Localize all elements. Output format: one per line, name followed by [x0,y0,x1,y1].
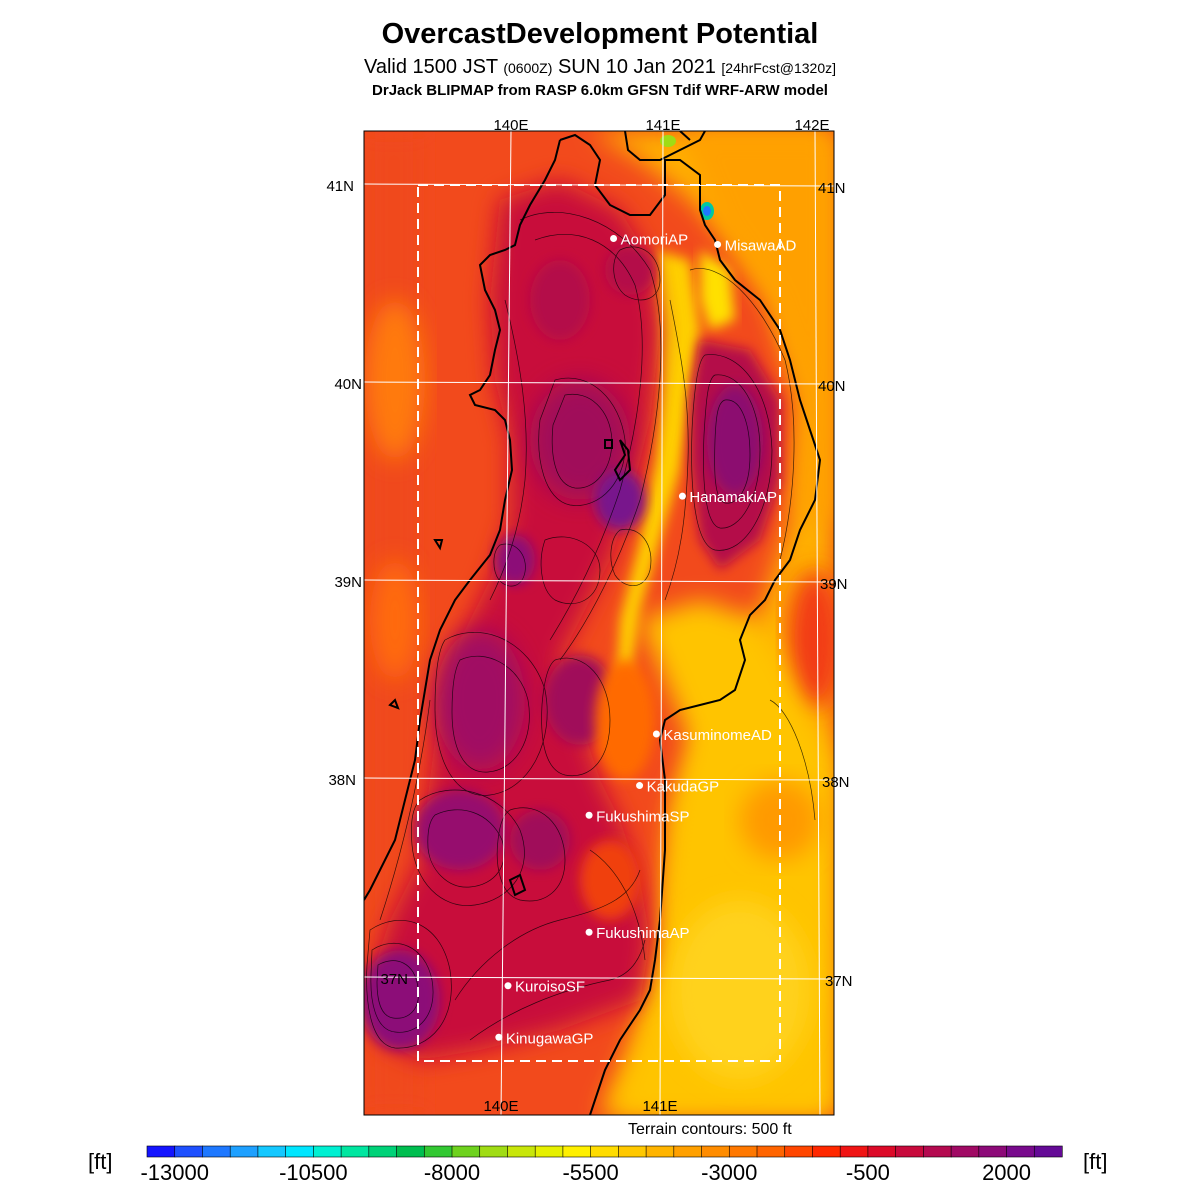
lat-label-right-40n: 40N [818,378,846,395]
station-label: FukushimaAP [596,925,689,942]
station-marker [495,1033,503,1041]
station-label: KinugawaGP [506,1030,594,1047]
colorbar-swatch [396,1145,425,1158]
colorbar-swatch [756,1145,786,1158]
colorbar-swatch [174,1145,204,1158]
colorbar-tick-label: -500 [846,1160,890,1185]
map-field: AomoriAP MisawaAD HanamakiAP KasuminomeAD Ka… [364,131,834,1115]
colorbar-swatch [1033,1145,1063,1158]
colorbar-swatch [534,1145,564,1158]
colorbar-swatch [978,1145,1008,1158]
colorbar-swatch [923,1145,952,1158]
colorbar-swatch [285,1145,314,1158]
colorbar-swatch [146,1145,176,1158]
colorbar-unit-right: [ft] [1083,1149,1108,1174]
lat-label-right-41n: 41N [818,180,846,197]
map-title: OvercastDevelopment Potential [381,18,819,50]
terrain-contour-note: Terrain contours: 500 ft [628,1121,792,1138]
lat-label-right-37n: 37N [825,973,853,990]
colorbar-tick-label: -10500 [279,1160,348,1185]
colorbar-swatch [784,1145,814,1158]
colorbar-swatch [673,1145,703,1158]
colorbar-tick-label: 2000 [982,1160,1031,1185]
colorbar-tick-label: -13000 [140,1160,209,1185]
lon-label-bottom-140e: 140E [483,1098,518,1115]
station-label: KakudaGP [647,779,720,796]
colorbar-swatch [479,1145,509,1158]
colorbar-swatch [950,1145,980,1158]
colorbar-swatch [701,1145,730,1158]
colorbar-swatch [618,1145,647,1158]
colorbar-swatch [895,1145,924,1158]
colorbar [146,1145,1063,1158]
colorbar-swatch [368,1145,398,1158]
colorbar-tick-label: -5500 [562,1160,618,1185]
inner-domain-box [417,184,781,1062]
lat-label-right-38n: 38N [822,774,850,791]
colorbar-swatch [257,1145,287,1158]
model-description: DrJack BLIPMAP from RASP 6.0km GFSN Tdif… [372,82,828,99]
station-marker [652,730,660,738]
station-marker [585,928,593,936]
colorbar-unit-left: [ft] [88,1149,113,1174]
colorbar-swatch [590,1145,619,1158]
valid-date: SUN 10 Jan 2021 [557,56,716,78]
colorbar-tick-label: -8000 [424,1160,480,1185]
colorbar-swatch [202,1145,231,1158]
lon-label-top-141e: 141E [645,117,680,134]
colorbar-swatch [423,1145,453,1158]
station-marker [636,782,644,790]
coastline [364,131,822,1115]
colorbar-swatch [340,1145,370,1158]
colorbar-swatch [645,1145,675,1158]
valid-prefix: Valid 1500 JST [363,56,498,78]
colorbar-swatch [313,1145,342,1158]
lat-label-left-38n: 38N [328,772,356,789]
station-label: HanamakiAP [689,489,777,506]
lat-label-left-39n: 39N [334,574,362,591]
colorbar-swatch [451,1145,481,1158]
lat-label-left-40n: 40N [334,376,362,393]
map-frame [363,130,835,1116]
lat-label-left-41n: 41N [326,178,354,195]
station-marker [610,235,618,243]
colorbar-swatch [812,1145,841,1158]
utc-time: (0600Z) [503,60,553,76]
colorbar-swatch [728,1145,758,1158]
station-marker [504,982,512,990]
lat-label-right-39n: 39N [820,576,848,593]
lon-label-bottom-141e: 141E [642,1098,677,1115]
lat-label-left-37n: 37N [380,971,408,988]
stations-layer: AomoriAP MisawaAD HanamakiAP KasuminomeAD Ka… [495,232,797,1047]
station-label: MisawaAD [725,237,797,254]
station-marker [714,240,722,248]
colorbar-tick-labels: -13000 -10500 -8000 -5500 -3000 -500 2000 [140,1160,1031,1185]
station-label: KasuminomeAD [663,727,772,744]
station-marker [585,811,593,819]
station-marker [678,492,686,500]
station-label: FukushimaSP [596,808,689,825]
colorbar-swatch [867,1145,897,1158]
axis-labels: 140E 141E 142E 140E 141E 41N 40N 39N 38N… [326,117,852,1115]
lon-label-top-140e: 140E [493,117,528,134]
terrain-contours [366,212,816,1049]
station-label: KuroisoSF [515,979,585,996]
colorbar-swatch [229,1145,259,1158]
valid-time: Valid 1500 JST (0600Z) SUN 10 Jan 2021 [… [0,56,1200,79]
lon-label-top-142e: 142E [794,117,829,134]
colorbar-swatch [562,1145,592,1158]
colorbar-swatch [1006,1145,1035,1158]
colorbar-tick-label: -3000 [701,1160,757,1185]
station-label: AomoriAP [621,232,689,249]
colorbar-swatch [839,1145,869,1158]
colorbar-swatch [507,1145,536,1158]
forecast-info: [24hrFcst@1320z] [721,60,836,76]
